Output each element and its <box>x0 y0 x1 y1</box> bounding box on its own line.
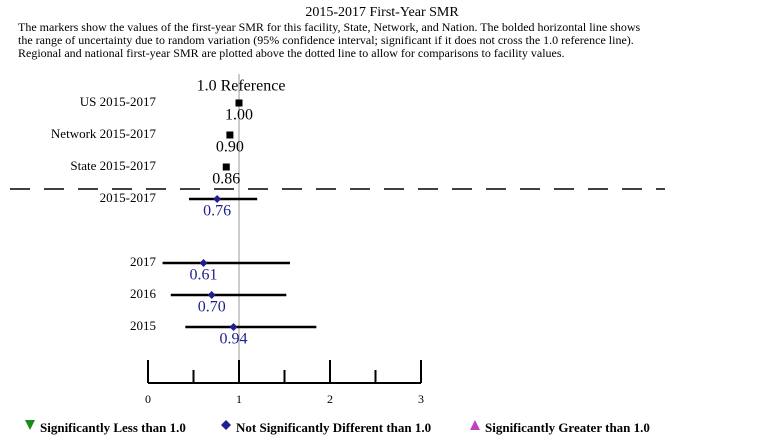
category-label: 2016 <box>130 286 157 301</box>
subtitle: Regional and national first-year SMR are… <box>18 46 565 60</box>
value-label: 0.86 <box>212 171 240 188</box>
marker <box>222 163 230 171</box>
value-label: 0.90 <box>216 139 244 156</box>
legend-icon <box>470 420 480 430</box>
marker <box>226 131 234 139</box>
marker <box>199 259 208 267</box>
value-label: 0.61 <box>190 267 218 284</box>
category-label: US 2015-2017 <box>80 94 157 109</box>
category-label: Network 2015-2017 <box>51 126 157 141</box>
legend-icon <box>25 420 35 430</box>
marker <box>229 323 238 331</box>
legend-icon <box>221 420 231 430</box>
subtitle: the range of uncertainty due to random v… <box>18 33 634 47</box>
legend-label: Not Significantly Different than 1.0 <box>236 420 431 435</box>
value-label: 0.94 <box>220 331 248 348</box>
subtitle: The markers show the values of the first… <box>18 20 641 34</box>
category-label: State 2015-2017 <box>70 158 156 173</box>
value-label: 1.00 <box>225 107 253 124</box>
legend-label: Significantly Greater than 1.0 <box>485 420 650 435</box>
category-label: 2015-2017 <box>100 190 157 205</box>
legend-label: Significantly Less than 1.0 <box>40 420 186 435</box>
marker <box>213 195 222 203</box>
marker <box>207 291 216 299</box>
reference-label: 1.0 Reference <box>197 78 286 95</box>
value-label: 0.70 <box>198 299 226 316</box>
marker <box>235 99 243 107</box>
value-label: 0.76 <box>203 203 231 220</box>
x-tick-label: 0 <box>145 392 151 406</box>
category-label: 2017 <box>130 254 157 269</box>
x-tick-label: 1 <box>236 392 242 406</box>
x-tick-label: 2 <box>327 392 333 406</box>
x-tick-label: 3 <box>418 392 424 406</box>
chart-title: 2015-2017 First-Year SMR <box>305 5 459 20</box>
category-label: 2015 <box>130 318 156 333</box>
